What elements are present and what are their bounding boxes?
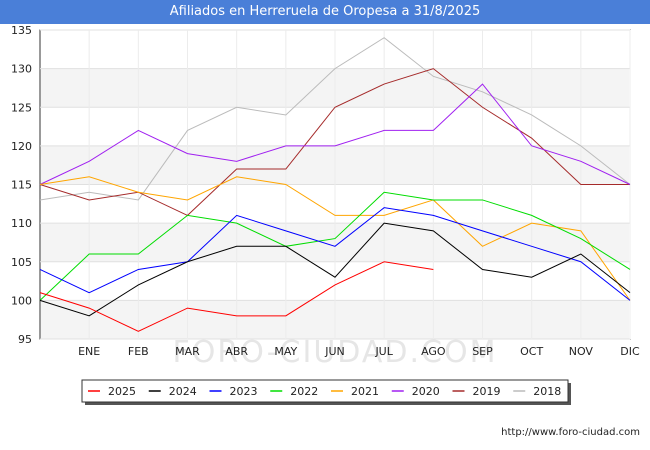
- series-line-2020: [39, 83, 631, 185]
- y-tick-label: 100: [11, 294, 32, 307]
- legend-box: [81, 379, 569, 403]
- y-tick-label: 95: [18, 333, 32, 346]
- legend-label-2022: 2022: [290, 385, 318, 398]
- y-tick-label: 130: [11, 63, 32, 76]
- footer-url[interactable]: http://www.foro-ciudad.com: [501, 427, 640, 438]
- x-tick-label: JUL: [374, 345, 393, 358]
- x-tick-label: ENE: [78, 345, 100, 358]
- title-bar: [0, 0, 650, 24]
- y-tick-label: 115: [11, 179, 32, 192]
- x-tick-label: NOV: [569, 345, 594, 358]
- y-tick-label: 135: [11, 24, 32, 37]
- chart-title: Afiliados en Herreruela de Oropesa a 31/…: [169, 4, 481, 19]
- legend-label-2024: 2024: [169, 385, 197, 398]
- x-tick-label: JUN: [324, 345, 345, 358]
- series-line-2018: [39, 37, 631, 201]
- y-tick-label: 120: [11, 140, 32, 153]
- legend-label-2019: 2019: [473, 385, 501, 398]
- x-tick-label: MAR: [175, 345, 200, 358]
- watermark: FORO-CIUDAD.COM: [173, 335, 498, 370]
- series-line-2024: [39, 222, 631, 317]
- x-tick-label: ABR: [225, 345, 248, 358]
- series-line-2023: [39, 207, 631, 301]
- x-tick-label: SEP: [472, 345, 493, 358]
- x-tick-label: OCT: [520, 345, 543, 358]
- legend-label-2023: 2023: [230, 385, 258, 398]
- legend-label-2020: 2020: [412, 385, 440, 398]
- x-tick-label: FEB: [128, 345, 149, 358]
- x-tick-label: MAY: [274, 345, 297, 358]
- x-tick-label: AGO: [421, 345, 446, 358]
- legend-label-2025: 2025: [108, 385, 136, 398]
- series-line-2025: [39, 261, 434, 332]
- legend-label-2018: 2018: [533, 385, 561, 398]
- series-line-2021: [39, 176, 631, 301]
- y-tick-label: 110: [11, 217, 32, 230]
- y-tick-label: 105: [11, 256, 32, 269]
- x-tick-label: DIC: [620, 345, 640, 358]
- series-line-2022: [39, 191, 631, 301]
- legend-label-2021: 2021: [351, 385, 379, 398]
- y-tick-label: 125: [11, 101, 32, 114]
